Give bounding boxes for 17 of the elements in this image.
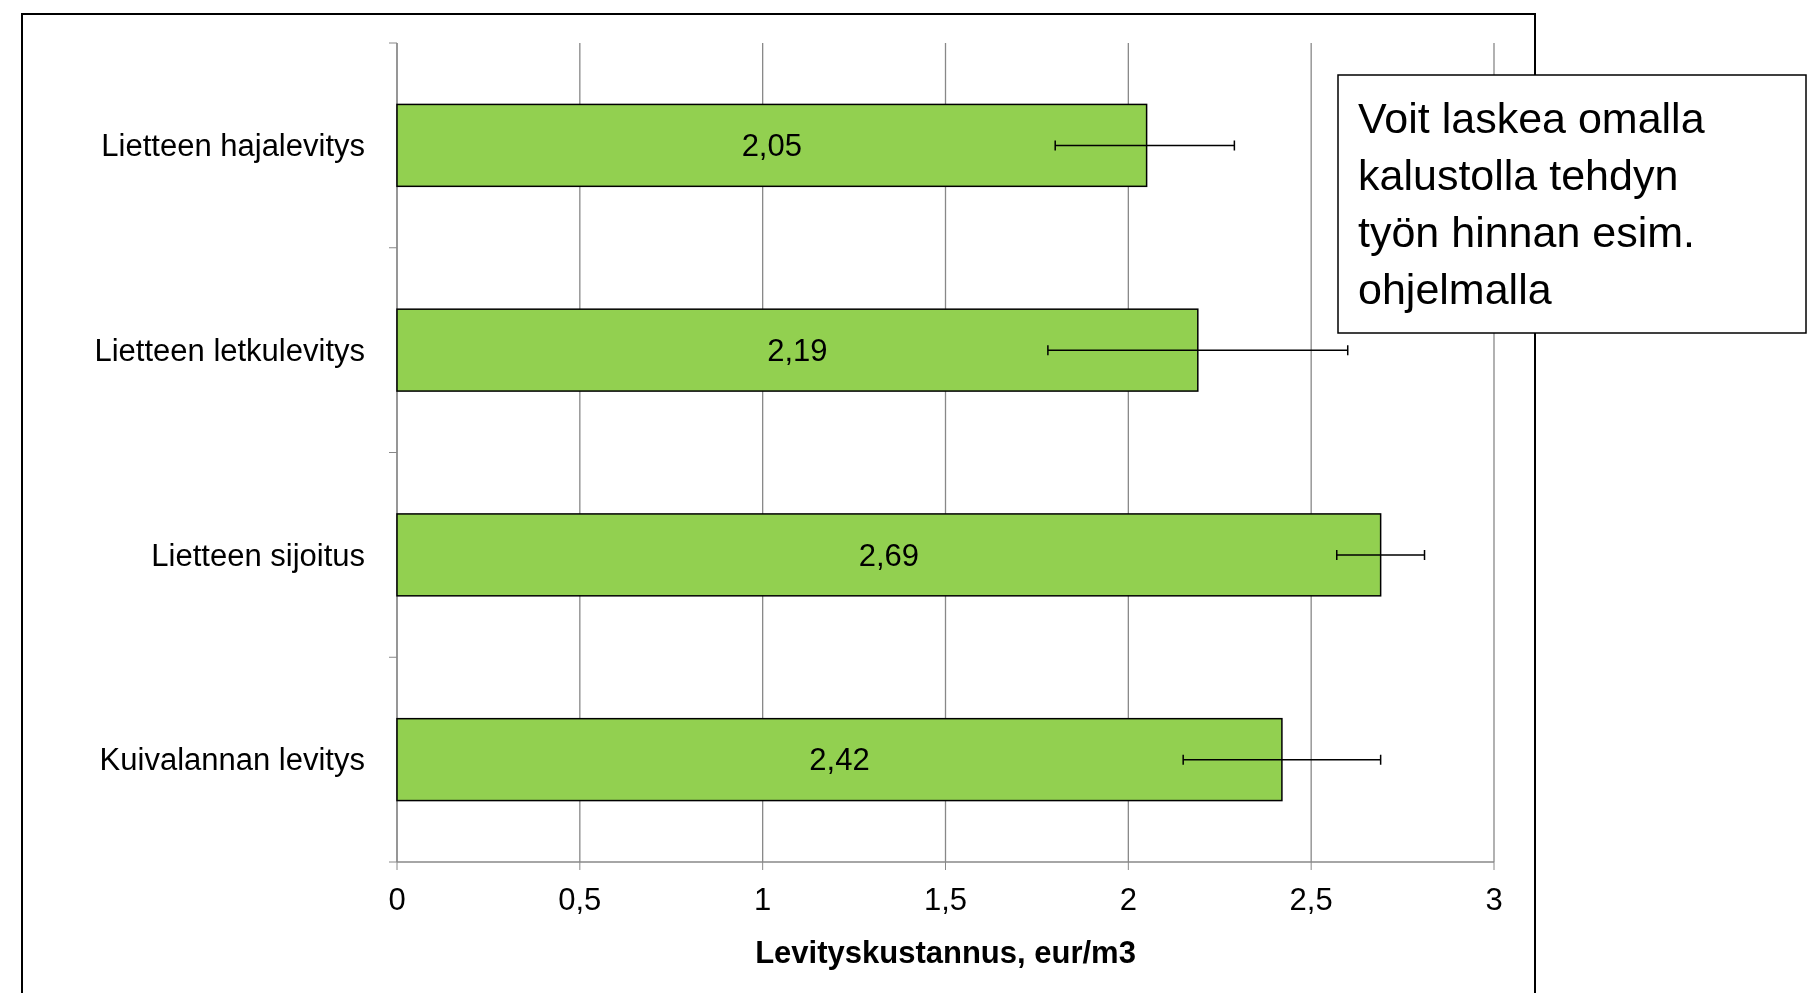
y-tick-label: Lietteen letkulevitys [94, 332, 365, 368]
x-tick-label: 2 [1119, 882, 1137, 917]
x-tick-label: 3 [1485, 882, 1503, 917]
x-tick-label: 1 [754, 882, 772, 917]
x-tick-label: 2,5 [1289, 882, 1333, 917]
data-label: 2,19 [767, 332, 828, 368]
data-label: 2,42 [809, 742, 870, 778]
y-tick-label: Lietteen sijoitus [151, 537, 365, 573]
x-tick-label: 0,5 [558, 882, 602, 917]
data-label: 2,05 [741, 128, 802, 164]
y-tick-label: Lietteen hajalevitys [101, 128, 365, 164]
annotation: Voit laskea omalla kalustolla tehdyn työn hinnan esim. ohjelmalla [1358, 94, 1705, 313]
y-tick-label: Kuivalannan levitys [99, 742, 365, 778]
x-tick-label: 1,5 [923, 882, 968, 917]
x-tick-label: 0 [388, 882, 406, 917]
data-label: 2,69 [858, 537, 919, 573]
x-axis-title: Levityskustannus, eur/m3 [755, 935, 1136, 970]
